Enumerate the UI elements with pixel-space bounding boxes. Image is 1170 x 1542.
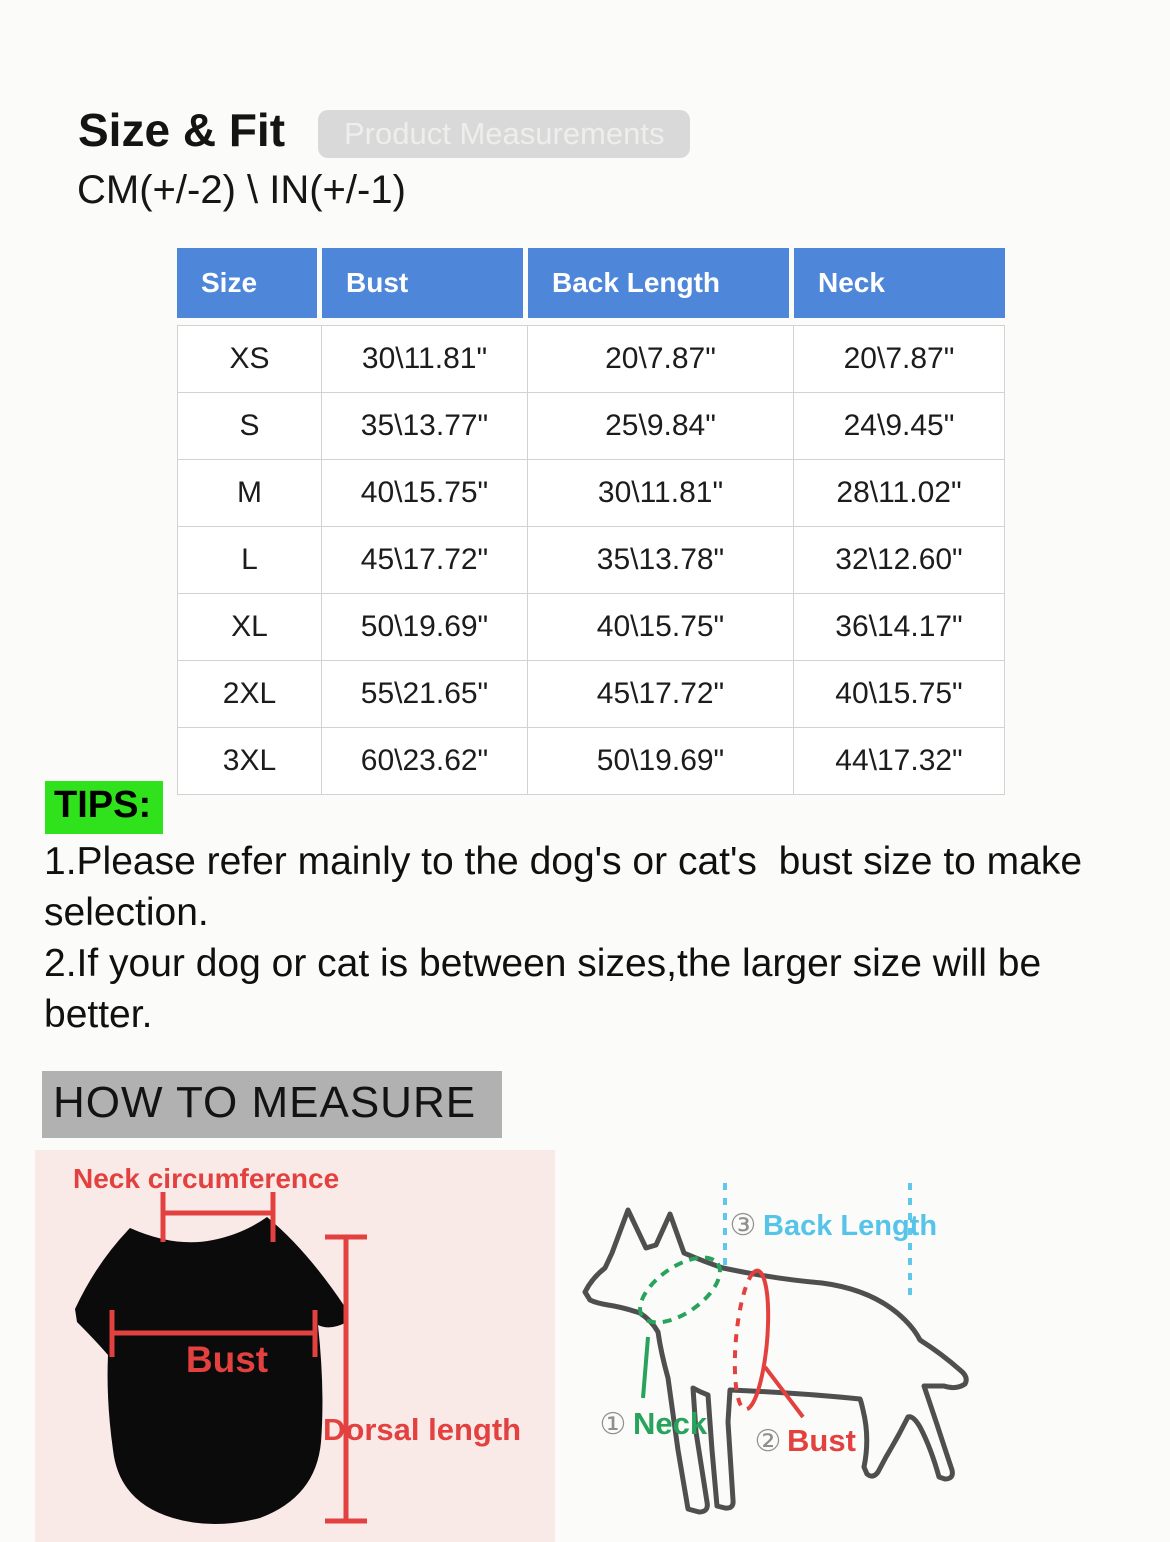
cell-bust: 35\13.77": [322, 393, 528, 460]
garment-neck-label: Neck circumference: [73, 1163, 339, 1194]
table-row: 3XL 60\23.62" 50\19.69" 44\17.32": [177, 728, 1005, 795]
table-row: L 45\17.72" 35\13.78" 32\12.60": [177, 527, 1005, 594]
cell-size: XS: [177, 325, 322, 393]
cell-back-length: 25\9.84": [528, 393, 794, 460]
tip-1: 1.Please refer mainly to the dog's or ca…: [44, 840, 1093, 934]
dog-bust-label: Bust: [787, 1423, 856, 1458]
size-table: Size Bust Back Length Neck XS 30\11.81" …: [177, 248, 1005, 795]
cell-size: S: [177, 393, 322, 460]
tip-2: 2.If your dog or cat is between sizes,th…: [44, 942, 1052, 1036]
back-length-label: Back Length: [763, 1210, 937, 1242]
dog-diagram-svg: ③ Back Length ① Neck ② Bust: [582, 1183, 969, 1515]
cell-size: 2XL: [177, 661, 322, 728]
cell-back-length: 50\19.69": [528, 728, 794, 795]
neck-measure-lines: [160, 1192, 276, 1242]
garment-measure-diagram: Neck circumference Bust Dorsal length: [35, 1150, 555, 1542]
cell-bust: 50\19.69": [322, 594, 528, 661]
cell-bust: 30\11.81": [322, 325, 528, 393]
cell-bust: 60\23.62": [322, 728, 528, 795]
cell-bust: 45\17.72": [322, 527, 528, 594]
cell-back-length: 20\7.87": [528, 325, 794, 393]
table-row: S 35\13.77" 25\9.84" 24\9.45": [177, 393, 1005, 460]
cell-neck: 32\12.60": [794, 527, 1005, 594]
cell-back-length: 45\17.72": [528, 661, 794, 728]
col-header-size: Size: [177, 248, 322, 325]
table-row: XL 50\19.69" 40\15.75" 36\14.17": [177, 594, 1005, 661]
bust-number: ②: [755, 1424, 782, 1459]
cell-size: XL: [177, 594, 322, 661]
size-table-header-row: Size Bust Back Length Neck: [177, 248, 1005, 325]
col-header-neck: Neck: [794, 248, 1005, 325]
product-measurements-badge: Product Measurements: [318, 110, 691, 158]
bust-measure-lines: [109, 1310, 318, 1357]
cell-back-length: 30\11.81": [528, 460, 794, 527]
neck-pointer-line: [641, 1336, 650, 1399]
neck-number: ①: [600, 1407, 627, 1442]
shirt-silhouette: [75, 1217, 347, 1524]
cell-back-length: 35\13.78": [528, 527, 794, 594]
col-header-back-length: Back Length: [528, 248, 794, 325]
garment-diagram-svg: Neck circumference Bust Dorsal length: [73, 1163, 521, 1524]
garment-dorsal-label: Dorsal length: [323, 1412, 521, 1447]
size-table-container: Size Bust Back Length Neck XS 30\11.81" …: [177, 248, 1005, 795]
dorsal-measure-lines: [325, 1234, 367, 1524]
table-row: 2XL 55\21.65" 45\17.72" 40\15.75": [177, 661, 1005, 728]
cell-bust: 40\15.75": [322, 460, 528, 527]
back-length-number: ③: [730, 1208, 757, 1243]
neck-ellipse: [638, 1255, 722, 1325]
cell-neck: 44\17.32": [794, 728, 1005, 795]
table-row: M 40\15.75" 30\11.81" 28\11.02": [177, 460, 1005, 527]
how-to-measure-heading: HOW TO MEASURE: [42, 1071, 503, 1138]
table-row: XS 30\11.81" 20\7.87" 20\7.87": [177, 325, 1005, 393]
garment-bust-label: Bust: [186, 1339, 268, 1380]
tips-paragraphs: 1.Please refer mainly to the dog's or ca…: [44, 836, 1132, 1040]
cell-neck: 28\11.02": [794, 460, 1005, 527]
dog-measure-diagram: ③ Back Length ① Neck ② Bust: [560, 1150, 1170, 1542]
cell-back-length: 40\15.75": [528, 594, 794, 661]
page-title: Size & Fit: [78, 104, 286, 156]
cell-size: M: [177, 460, 322, 527]
cell-size: 3XL: [177, 728, 322, 795]
dog-outline: [582, 1207, 969, 1515]
dog-neck-label: Neck: [633, 1406, 708, 1441]
cell-neck: 20\7.87": [794, 325, 1005, 393]
bust-pointer-line: [763, 1365, 805, 1419]
bust-ellipse-solid: [748, 1268, 771, 1409]
tips-heading: TIPS:: [45, 781, 164, 834]
col-header-bust: Bust: [322, 248, 528, 325]
cell-neck: 40\15.75": [794, 661, 1005, 728]
cell-bust: 55\21.65": [322, 661, 528, 728]
cell-size: L: [177, 527, 322, 594]
bust-ellipse-dashed: [732, 1271, 755, 1412]
cell-neck: 36\14.17": [794, 594, 1005, 661]
unit-tolerance-note: CM(+/-2) \ IN(+/-1): [77, 168, 406, 212]
back-length-guides: [723, 1183, 912, 1297]
cell-neck: 24\9.45": [794, 393, 1005, 460]
